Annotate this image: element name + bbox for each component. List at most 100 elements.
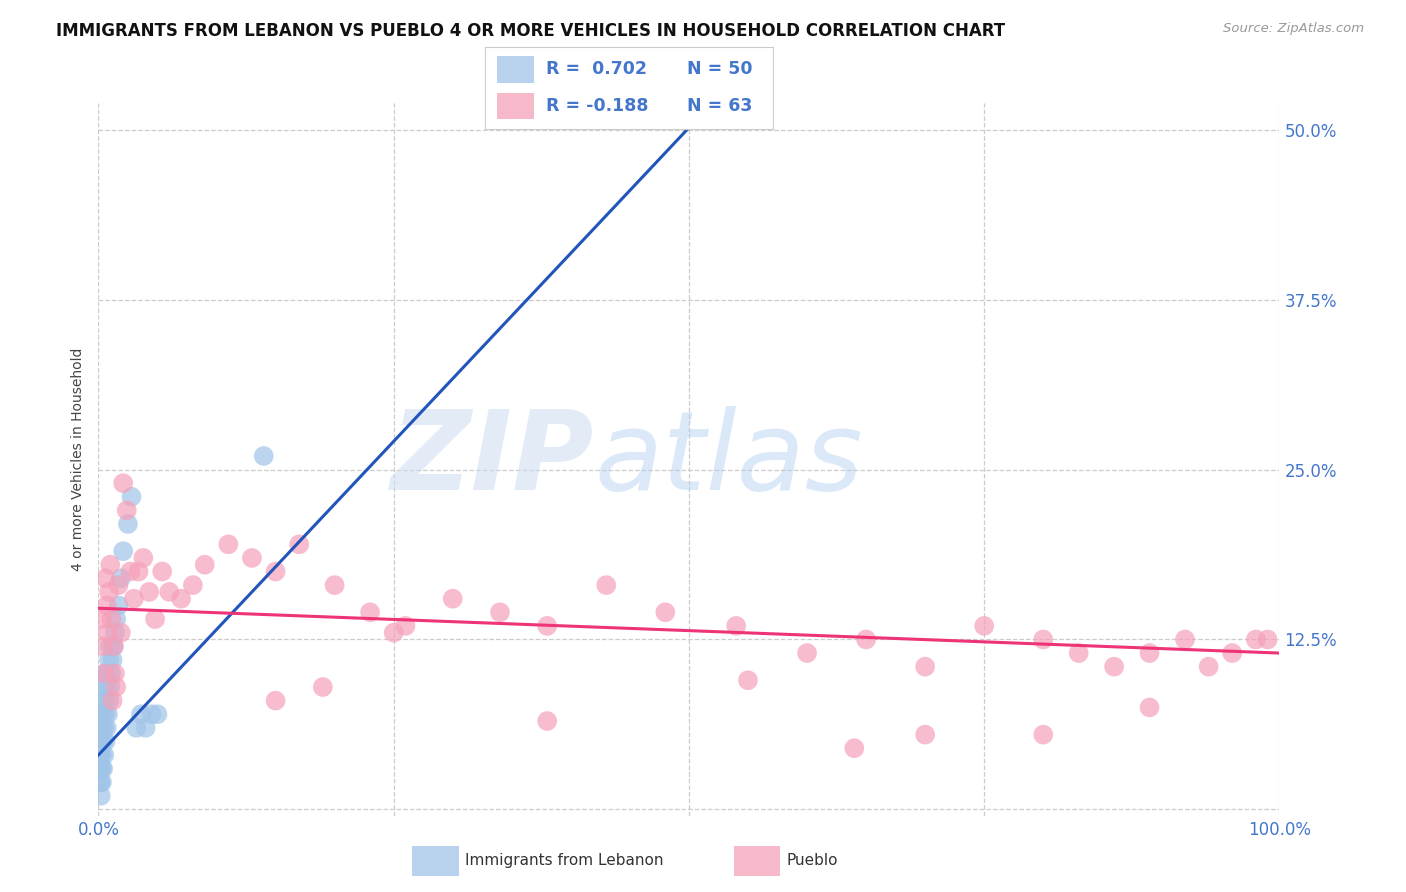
Point — [93, 666, 115, 681]
Point — [359, 605, 381, 619]
Text: Pueblo: Pueblo — [786, 854, 838, 868]
Point — [121, 490, 143, 504]
Point — [100, 666, 122, 681]
Point — [105, 680, 128, 694]
Point — [110, 571, 132, 585]
Point — [101, 693, 124, 707]
FancyBboxPatch shape — [496, 94, 534, 120]
Point — [103, 640, 125, 654]
Point — [536, 619, 558, 633]
Point — [91, 775, 114, 789]
Point — [110, 625, 132, 640]
Point — [844, 741, 866, 756]
Point — [181, 578, 204, 592]
Text: Source: ZipAtlas.com: Source: ZipAtlas.com — [1223, 22, 1364, 36]
Point — [94, 707, 117, 722]
Point — [796, 646, 818, 660]
Point — [914, 659, 936, 673]
Point — [194, 558, 217, 572]
Text: N = 63: N = 63 — [686, 97, 752, 115]
Point — [120, 565, 142, 579]
Point — [240, 550, 263, 565]
Point — [98, 653, 121, 667]
Point — [117, 516, 139, 531]
Point — [97, 666, 120, 681]
Point — [89, 762, 111, 776]
Point — [489, 605, 512, 619]
Point — [94, 571, 117, 585]
Point — [441, 591, 464, 606]
Point — [264, 693, 287, 707]
Point — [312, 680, 335, 694]
Point — [98, 585, 121, 599]
Point — [93, 666, 115, 681]
Point — [90, 734, 112, 748]
Text: IMMIGRANTS FROM LEBANON VS PUEBLO 4 OR MORE VEHICLES IN HOUSEHOLD CORRELATION CH: IMMIGRANTS FROM LEBANON VS PUEBLO 4 OR M… — [56, 22, 1005, 40]
Point — [1198, 659, 1220, 673]
Point — [737, 673, 759, 688]
Point — [97, 707, 120, 722]
Point — [1032, 632, 1054, 647]
Text: R = -0.188: R = -0.188 — [546, 97, 648, 115]
FancyBboxPatch shape — [412, 846, 458, 876]
Point — [217, 537, 239, 551]
FancyBboxPatch shape — [496, 56, 534, 83]
Point — [93, 747, 115, 762]
Point — [98, 640, 121, 654]
Point — [105, 612, 128, 626]
Point — [91, 734, 114, 748]
Point — [382, 625, 405, 640]
Point — [253, 449, 276, 463]
Point — [1032, 728, 1054, 742]
Point — [170, 591, 193, 606]
Point — [96, 721, 118, 735]
Point — [1244, 632, 1267, 647]
Point — [91, 680, 114, 694]
Point — [94, 734, 117, 748]
Point — [1102, 659, 1125, 673]
Point — [595, 578, 617, 592]
Point — [89, 775, 111, 789]
Point — [264, 565, 287, 579]
Point — [1174, 632, 1197, 647]
Point — [1139, 646, 1161, 660]
Point — [128, 565, 150, 579]
Point — [141, 707, 163, 722]
Text: Immigrants from Lebanon: Immigrants from Lebanon — [465, 854, 664, 868]
Text: N = 50: N = 50 — [686, 61, 752, 78]
Point — [1139, 700, 1161, 714]
Point — [89, 747, 111, 762]
Point — [90, 721, 112, 735]
Point — [143, 612, 166, 626]
Point — [122, 591, 145, 606]
Point — [138, 585, 160, 599]
Point — [654, 605, 676, 619]
Point — [96, 680, 118, 694]
Point — [112, 476, 135, 491]
Point — [725, 619, 748, 633]
Point — [91, 640, 114, 654]
Point — [96, 599, 118, 613]
Text: ZIP: ZIP — [391, 406, 595, 513]
Y-axis label: 4 or more Vehicles in Household: 4 or more Vehicles in Household — [72, 348, 86, 571]
Point — [855, 632, 877, 647]
Point — [91, 762, 114, 776]
Point — [89, 734, 111, 748]
Point — [98, 558, 121, 572]
Point — [91, 747, 114, 762]
Point — [1257, 632, 1279, 647]
Point — [157, 585, 180, 599]
Point — [107, 578, 129, 592]
Point — [93, 721, 115, 735]
Point — [394, 619, 416, 633]
Point — [914, 728, 936, 742]
Point — [973, 619, 995, 633]
Point — [91, 693, 114, 707]
Point — [100, 612, 122, 626]
Point — [1220, 646, 1243, 660]
Point — [90, 775, 112, 789]
Point — [104, 625, 127, 640]
Point — [93, 693, 115, 707]
Point — [129, 707, 152, 722]
Point — [135, 721, 157, 735]
